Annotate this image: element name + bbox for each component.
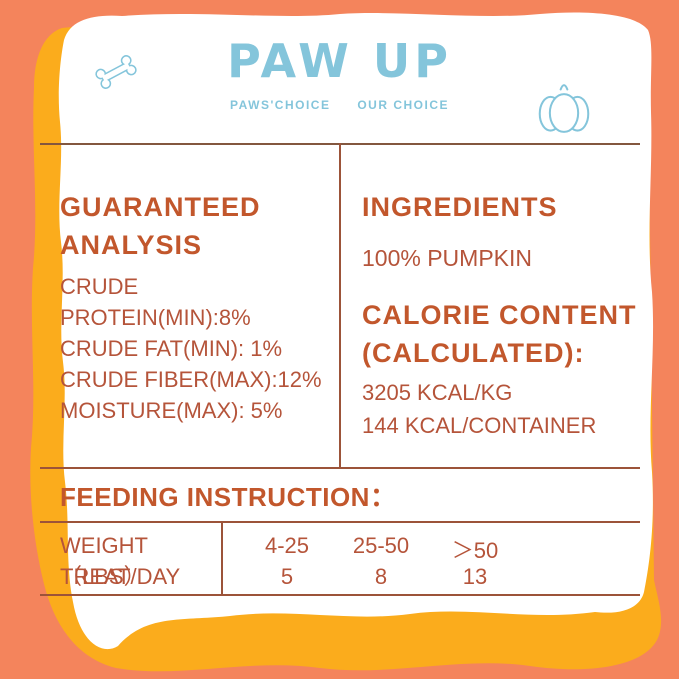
weight-range-2: 25-50: [352, 533, 410, 558]
column-divider: [339, 143, 341, 469]
table-top-rule: [40, 521, 640, 523]
analysis-item-fat: CRUDE FAT(MIN): 1%: [60, 336, 283, 361]
pumpkin-icon: [530, 78, 598, 140]
ingredients-value: 100% PUMPKIN: [362, 245, 533, 271]
calorie-title-line1: CALORIE CONTENT: [362, 300, 637, 330]
guaranteed-analysis-title-line2: ANALYSIS: [60, 230, 203, 260]
ingredients-title: INGREDIENTS: [362, 192, 558, 222]
calorie-title-line2: (CALCULATED):: [362, 338, 585, 368]
weight-range-1: 4-25: [264, 533, 310, 558]
feeding-instruction-title: FEEDING INSTRUCTION：: [60, 482, 397, 512]
table-row-weight-label: WEIGHT（LBS）: [60, 533, 148, 589]
brand-logo: PAW UP: [227, 34, 452, 88]
calorie-per-container: 144 KCAL/CONTAINER: [362, 413, 597, 438]
guaranteed-analysis-title-line1: GUARANTEED: [60, 192, 261, 222]
calorie-content-title: CALORIE CONTENT (CALCULATED):: [362, 296, 642, 372]
brand-tagline: PAWS'CHOICE OUR CHOICE: [0, 98, 679, 112]
brand-header: PAW UP PAWS'CHOICE OUR CHOICE: [0, 38, 679, 112]
table-column-divider: [221, 521, 223, 596]
table-bottom-rule: [40, 594, 640, 596]
treats-per-day-2: 8: [374, 564, 388, 589]
section-divider: [40, 467, 640, 469]
calorie-per-kg: 3205 KCAL/KG: [362, 380, 513, 405]
tagline-right: OUR CHOICE: [357, 98, 449, 112]
bone-icon: [86, 46, 146, 98]
analysis-item-moisture: MOISTURE(MAX): 5%: [60, 398, 283, 423]
table-row-treat-label: TREAT/DAY: [60, 564, 181, 589]
guaranteed-analysis-title: GUARANTEED ANALYSIS: [60, 188, 330, 264]
weight-range-3: ＞50: [451, 538, 499, 563]
calorie-values: 3205 KCAL/KG 144 KCAL/CONTAINER: [362, 376, 642, 442]
treats-per-day-1: 5: [280, 564, 294, 589]
guaranteed-analysis-list: CRUDE PROTEIN(MIN):8% CRUDE FAT(MIN): 1%…: [60, 271, 330, 426]
analysis-item-fiber: CRUDE FIBER(MAX):12%: [60, 367, 322, 392]
tagline-left: PAWS'CHOICE: [230, 98, 331, 112]
treats-per-day-3: 13: [462, 564, 488, 589]
analysis-item-protein: CRUDE PROTEIN(MIN):8%: [60, 274, 251, 330]
